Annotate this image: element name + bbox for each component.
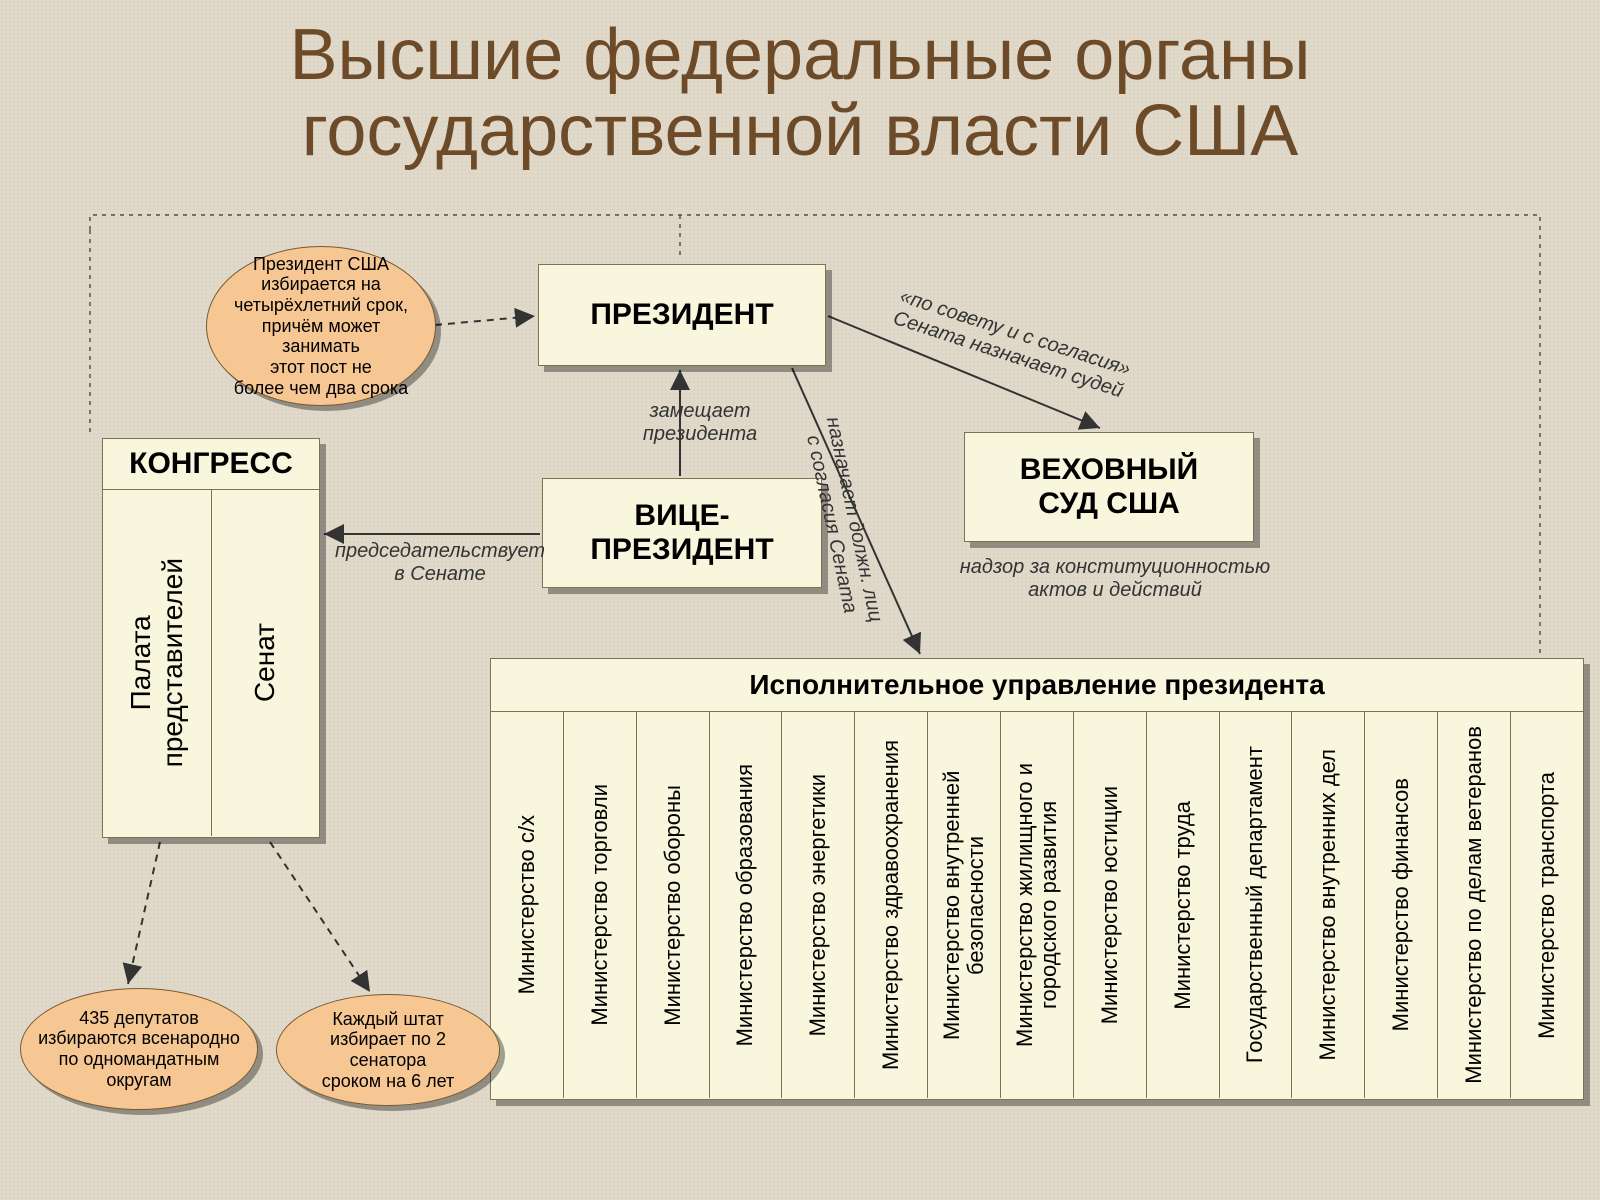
ministry-label: Государственный департамент — [1243, 746, 1267, 1063]
president-term-oval: Президент США избирается на четырёхлетни… — [206, 246, 436, 406]
ministry-cell: Министерство по делам ветеранов — [1437, 712, 1510, 1098]
ministry-label: Министерство жилищного и городского разв… — [1013, 717, 1061, 1093]
ministry-cell: Министерство торговли — [563, 712, 636, 1098]
ministry-label: Министерство здравоохранения — [879, 740, 903, 1070]
caption-oversight: надзор за конституционностью актов и дей… — [940, 556, 1290, 602]
ministry-label: Министерство транспорта — [1535, 772, 1559, 1039]
ministry-label: Министерство торговли — [588, 784, 612, 1026]
ministry-cell: Министерство с/х — [491, 712, 563, 1098]
congress-label: КОНГРЕСС — [103, 439, 319, 490]
president-term-text: Президент США избирается на четырёхлетни… — [221, 254, 421, 399]
executive-office-label: Исполнительное управление президента — [491, 659, 1583, 712]
caption-presides: председательствует в Сенате — [330, 540, 550, 586]
ministry-cell: Министерство образования — [709, 712, 782, 1098]
house-info-oval: 435 депутатов избираются всенародно по о… — [20, 988, 258, 1110]
congress-box: КОНГРЕСС Палата представителей Сенат — [102, 438, 320, 838]
president-label: ПРЕЗИДЕНТ — [539, 265, 825, 365]
ministry-label: Министерство внутренней безопасности — [940, 717, 988, 1093]
executive-office-box: Исполнительное управление президента Мин… — [490, 658, 1584, 1100]
ministries-container: Министерство с/х Министерство торговли Мин… — [491, 712, 1583, 1098]
ministry-label: Министерство юстиции — [1098, 786, 1122, 1024]
caption-replaces: замещает президента — [610, 400, 790, 446]
ministry-cell: Государственный департамент — [1219, 712, 1292, 1098]
house-label: Палата представителей — [125, 558, 189, 767]
ministry-label: Министерство с/х — [515, 815, 539, 994]
vice-president-label: ВИЦЕ- ПРЕЗИДЕНТ — [590, 499, 773, 568]
ministry-label: Министерство финансов — [1389, 778, 1413, 1031]
ministry-label: Министерство образования — [733, 764, 757, 1046]
ministry-cell: Министерство транспорта — [1510, 712, 1583, 1098]
house-info-text: 435 депутатов избираются всенародно по о… — [38, 1008, 240, 1091]
ministry-cell: Министерство здравоохранения — [854, 712, 927, 1098]
senate-label: Сенат — [249, 623, 281, 702]
diagram-stage: Высшие федеральные органы государственно… — [0, 0, 1600, 1200]
ministry-cell: Министерство труда — [1146, 712, 1219, 1098]
ministry-label: Министерство энергетики — [806, 774, 830, 1036]
ministry-cell: Министерство внутренней безопасности — [927, 712, 1000, 1098]
vice-president-box: ВИЦЕ- ПРЕЗИДЕНТ — [542, 478, 822, 588]
ministry-label: Министерство труда — [1171, 801, 1195, 1010]
caption-appoints-judges: «по совету и с согласия» Сената назначае… — [862, 276, 1162, 412]
ministry-label: Министерство внутренних дел — [1316, 749, 1340, 1060]
ministry-cell: Министерство обороны — [636, 712, 709, 1098]
ministry-cell: Министерство энергетики — [781, 712, 854, 1098]
ministry-cell: Министерство жилищного и городского разв… — [1000, 712, 1073, 1098]
president-box: ПРЕЗИДЕНТ — [538, 264, 826, 366]
ministry-label: Министерство по делам ветеранов — [1462, 726, 1486, 1084]
senate-info-text: Каждый штат избирает по 2 сенатора сроко… — [291, 1009, 485, 1092]
senate-info-oval: Каждый штат избирает по 2 сенатора сроко… — [276, 994, 500, 1106]
ministry-cell: Министерство юстиции — [1073, 712, 1146, 1098]
ministry-cell: Министерство финансов — [1364, 712, 1437, 1098]
ministry-label: Министерство обороны — [661, 785, 685, 1026]
supreme-court-label: ВЕХОВНЫЙ СУД США — [1020, 453, 1199, 522]
page-title: Высшие федеральные органы государственно… — [0, 18, 1600, 169]
supreme-court-box: ВЕХОВНЫЙ СУД США — [964, 432, 1254, 542]
ministry-cell: Министерство внутренних дел — [1291, 712, 1364, 1098]
